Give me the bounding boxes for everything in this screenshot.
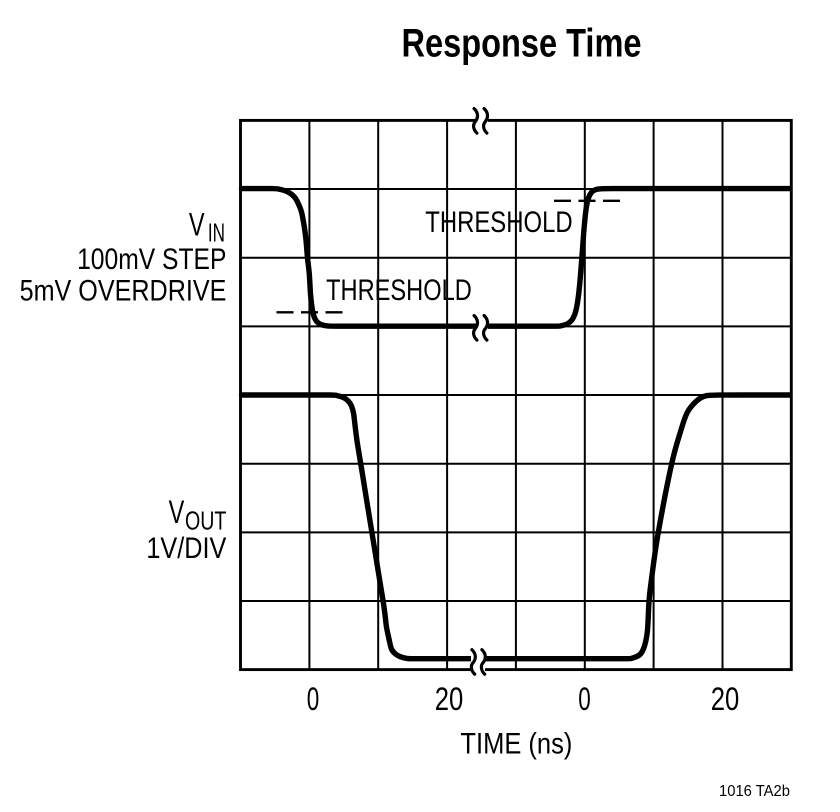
svg-text:THRESHOLD: THRESHOLD <box>425 206 572 239</box>
svg-text:Response Time: Response Time <box>402 22 642 66</box>
svg-text:V: V <box>189 207 205 243</box>
svg-text:5mV OVERDRIVE: 5mV OVERDRIVE <box>20 275 227 308</box>
svg-text:1016 TA2b: 1016 TA2b <box>719 783 790 800</box>
svg-text:0: 0 <box>578 681 591 717</box>
svg-text:20: 20 <box>435 681 464 717</box>
svg-text:THRESHOLD: THRESHOLD <box>326 274 472 307</box>
svg-text:0: 0 <box>307 681 320 717</box>
svg-text:V: V <box>169 494 185 530</box>
svg-text:100mV STEP: 100mV STEP <box>77 243 226 276</box>
svg-text:20: 20 <box>711 681 740 717</box>
svg-text:TIME (ns): TIME (ns) <box>460 727 572 760</box>
svg-text:1V/DIV: 1V/DIV <box>146 532 226 565</box>
svg-text:IN: IN <box>208 219 225 247</box>
svg-text:OUT: OUT <box>185 507 226 535</box>
